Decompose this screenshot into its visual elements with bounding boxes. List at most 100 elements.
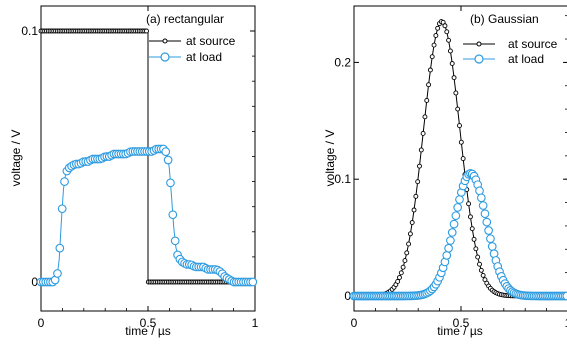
legend-marker-load-a [160, 52, 170, 62]
legend-marker-source-a [162, 38, 168, 44]
data-point-b-1-74 [484, 226, 493, 235]
data-point-a-1 [163, 155, 173, 165]
data-point-b-0-43 [429, 54, 435, 60]
x-tick-label-b-2: 1 [565, 316, 567, 330]
data-point-b-1-57 [453, 203, 463, 212]
data-point-b-0-38 [420, 130, 426, 136]
series-group-a [36, 28, 258, 287]
data-point-b-1-69 [475, 186, 484, 196]
data-point-b-0-37 [418, 147, 424, 153]
data-point-b-0-67 [473, 246, 479, 252]
x-axis-label-b: time / µs [437, 324, 483, 338]
y-tick-label-b-1: 0.1 [334, 172, 351, 186]
legend-label-source-a: at source [186, 34, 236, 48]
data-point-b-1-53 [446, 236, 455, 245]
data-point-b-1-55 [449, 219, 459, 229]
data-point-a-1 [53, 269, 62, 278]
x-tick-label-a-0: 0 [38, 316, 45, 330]
panel-rectangular: 0 0.5 1 0 0.1 (a) rectangular at source at l… [9, 5, 259, 338]
data-point-a-1 [161, 147, 171, 156]
data-point-b-1-56 [451, 211, 461, 221]
data-point-b-0-70 [478, 267, 484, 273]
data-point-b-1-117 [562, 291, 567, 301]
data-point-b-0-69 [477, 261, 482, 267]
x-tick-label-b-1: 0.5 [453, 316, 470, 330]
data-point-b-1-71 [478, 201, 488, 210]
y-axis-label-a: voltage / V [9, 130, 23, 187]
data-point-b-0-42 [427, 67, 433, 73]
data-point-b-1-72 [480, 209, 490, 219]
data-point-b-0-58 [457, 123, 462, 129]
data-point-b-0-26 [398, 270, 404, 276]
data-point-b-0-36 [417, 163, 422, 169]
data-point-b-1-58 [455, 195, 464, 204]
legend-a: at source at load [149, 34, 236, 64]
panel-gaussian: 0 0.5 1 0 0.1 0.2 (b) Gaussian at source at l… [323, 5, 567, 338]
data-point-b-0-44 [431, 42, 437, 48]
data-point-b-0-30 [406, 241, 412, 247]
data-point-b-1-76 [487, 242, 497, 251]
legend-b: at source at load [463, 37, 558, 66]
data-point-a-1 [60, 177, 69, 186]
data-point-b-0-46 [435, 25, 441, 31]
data-point-a-1 [170, 236, 180, 246]
data-point-b-0-53 [447, 48, 453, 54]
data-point-b-1-73 [482, 217, 492, 227]
legend-marker-load-b [474, 54, 484, 64]
series-line-a-0 [41, 30, 255, 283]
data-point-b-0-29 [404, 250, 410, 256]
x-tick-label-b-0: 0 [351, 316, 358, 330]
x-tick-label-a-1: 0.5 [140, 316, 157, 330]
data-point-b-0-24 [395, 278, 401, 284]
data-point-b-0-68 [475, 254, 481, 260]
data-point-a-1 [57, 204, 67, 214]
panel-title-a: (a) rectangular [146, 12, 224, 26]
data-point-b-0-33 [411, 207, 417, 213]
data-point-a-1 [166, 178, 175, 188]
data-point-b-0-71 [480, 272, 486, 278]
data-point-b-0-34 [413, 193, 419, 199]
data-point-b-0-54 [449, 61, 455, 66]
data-point-b-0-65 [469, 226, 475, 232]
y-tick-label-b-0: 0 [344, 289, 351, 303]
y-tick-label-a-0: 0 [31, 275, 38, 289]
data-point-b-1-75 [486, 234, 495, 244]
data-point-b-0-28 [402, 258, 408, 264]
data-point-b-0-31 [407, 231, 413, 237]
data-point-b-1-54 [447, 228, 457, 237]
legend-label-source-b: at source [508, 37, 558, 51]
panel-title-b: (b) Gaussian [470, 12, 539, 26]
data-point-b-1-51 [442, 251, 452, 260]
y-axis-label-b: voltage / V [323, 130, 337, 187]
data-point-b-0-66 [471, 236, 477, 242]
data-point-b-0-57 [455, 106, 461, 112]
data-point-a-1 [168, 210, 178, 220]
data-point-a-0 [144, 28, 149, 34]
data-point-b-1-70 [476, 193, 486, 203]
data-point-b-0-63 [466, 201, 472, 207]
data-point-b-0-56 [453, 90, 459, 96]
y-tick-label-b-2: 0.2 [334, 55, 351, 69]
axis-ticks-a: 0 0.5 1 0 0.1 [21, 6, 259, 330]
data-point-b-0-55 [451, 75, 457, 81]
data-point-b-0-60 [460, 156, 466, 162]
legend-label-load-a: at load [186, 50, 222, 64]
data-point-a-1 [55, 243, 65, 253]
data-point-b-0-41 [426, 82, 432, 88]
y-tick-label-a-1: 0.1 [21, 24, 38, 38]
data-point-b-0-59 [458, 139, 464, 145]
data-point-b-0-51 [444, 29, 450, 35]
data-point-a-1 [248, 277, 258, 287]
data-point-b-0-39 [422, 114, 428, 120]
data-point-b-0-27 [400, 264, 406, 270]
data-point-b-0-32 [409, 220, 415, 225]
data-point-b-0-25 [397, 275, 402, 280]
data-point-b-0-40 [424, 98, 430, 103]
legend-label-load-b: at load [508, 52, 544, 66]
legend-marker-source-b [476, 41, 482, 47]
data-point-b-0-35 [415, 179, 421, 185]
series-group-b [349, 19, 567, 301]
data-point-b-0-45 [433, 33, 439, 38]
data-point-b-0-52 [446, 37, 452, 43]
